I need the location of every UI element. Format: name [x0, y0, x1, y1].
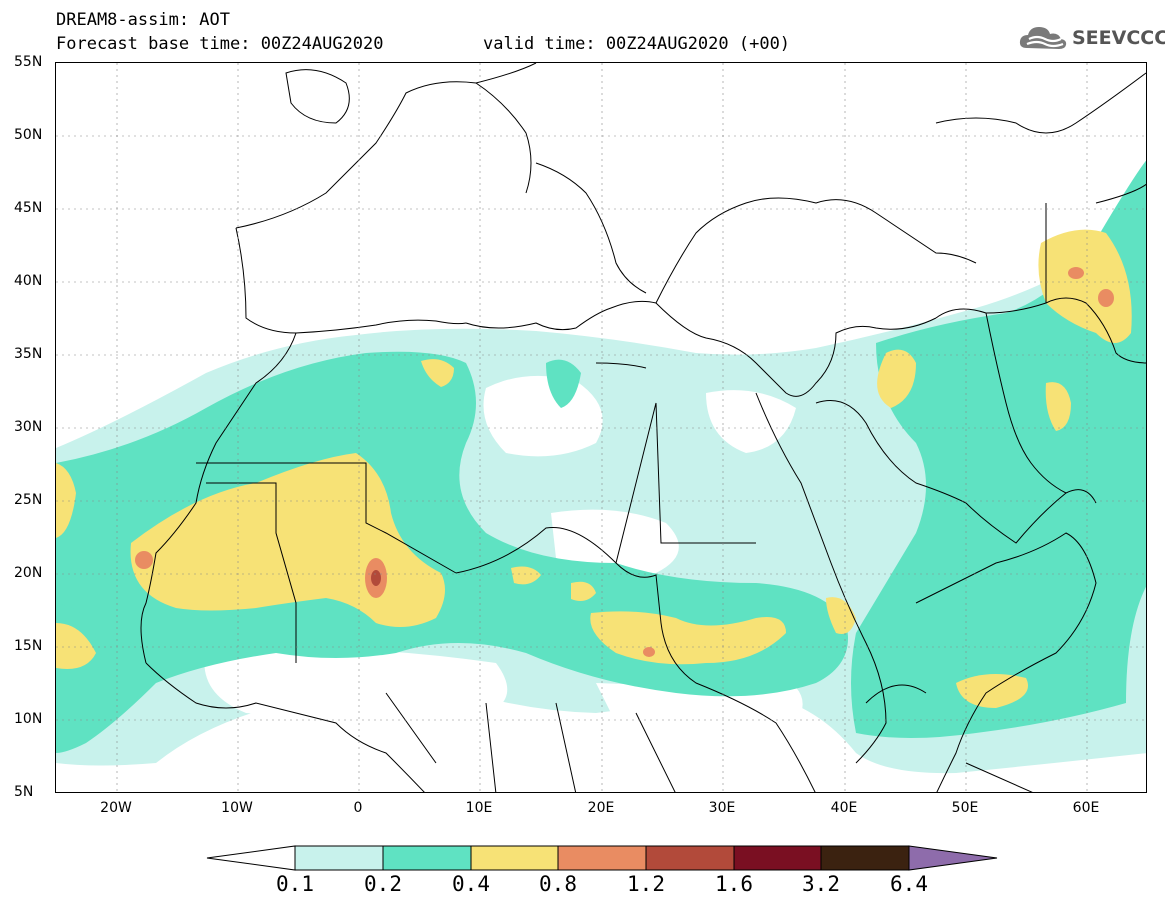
graticule	[56, 63, 1146, 792]
map-title: DREAM8-assim: AOT	[56, 10, 230, 30]
map-canvas	[56, 63, 1146, 792]
colorbar-bin	[470, 845, 559, 871]
lon-label: 10E	[465, 800, 493, 816]
colorbar-bin	[820, 845, 910, 871]
lat-label: 50N	[14, 127, 43, 143]
lon-label: 20E	[587, 800, 615, 816]
lat-label: 10N	[14, 711, 43, 727]
seevccc-logo: SEEVCCC	[1017, 22, 1165, 54]
colorbar-label: 0.4	[452, 872, 490, 896]
colorbar-label: 1.2	[627, 872, 665, 896]
colorbar-under-triangle	[206, 845, 296, 871]
colorbar-bin	[557, 845, 647, 871]
colorbar-bin	[294, 845, 384, 871]
colorbar-label: 0.1	[276, 872, 314, 896]
forecast-base-time: Forecast base time: 00Z24AUG2020	[56, 34, 384, 54]
colorbar-bin	[645, 845, 735, 871]
valid-time: valid time: 00Z24AUG2020 (+00)	[483, 34, 791, 54]
lon-label: 20W	[100, 800, 132, 816]
lon-label: 50E	[951, 800, 979, 816]
lat-label: 30N	[14, 419, 43, 435]
aot-contour-1.2	[371, 570, 381, 586]
lat-label: 20N	[14, 565, 43, 581]
aot-clear-areas	[204, 367, 1146, 726]
colorbar-label: 0.2	[364, 872, 402, 896]
lat-label: 25N	[14, 492, 43, 508]
colorbar-bin	[733, 845, 822, 871]
lat-label: 45N	[14, 200, 43, 216]
colorbar-label: 3.2	[802, 872, 840, 896]
aot-map	[55, 62, 1147, 793]
logo-text: SEEVCCC	[1072, 27, 1165, 49]
aot-colorbar	[206, 845, 998, 871]
lat-label: 35N	[14, 346, 43, 362]
lon-label: 10W	[221, 800, 253, 816]
colorbar-label: 0.8	[539, 872, 577, 896]
colorbar-label: 6.4	[890, 872, 928, 896]
lon-label: 40E	[830, 800, 858, 816]
colorbar-label: 1.6	[715, 872, 753, 896]
lat-label: 40N	[14, 273, 43, 289]
cloud-logo-icon	[1019, 27, 1067, 49]
lon-label: 30E	[708, 800, 736, 816]
colorbar-over-triangle	[908, 845, 998, 871]
lat-label: 5N	[14, 784, 34, 800]
colorbar-bin	[382, 845, 472, 871]
lat-label: 55N	[14, 54, 43, 70]
lat-label: 15N	[14, 638, 43, 654]
lon-label: 0	[353, 800, 363, 816]
lon-label: 60E	[1072, 800, 1100, 816]
country-borders	[140, 63, 1146, 792]
